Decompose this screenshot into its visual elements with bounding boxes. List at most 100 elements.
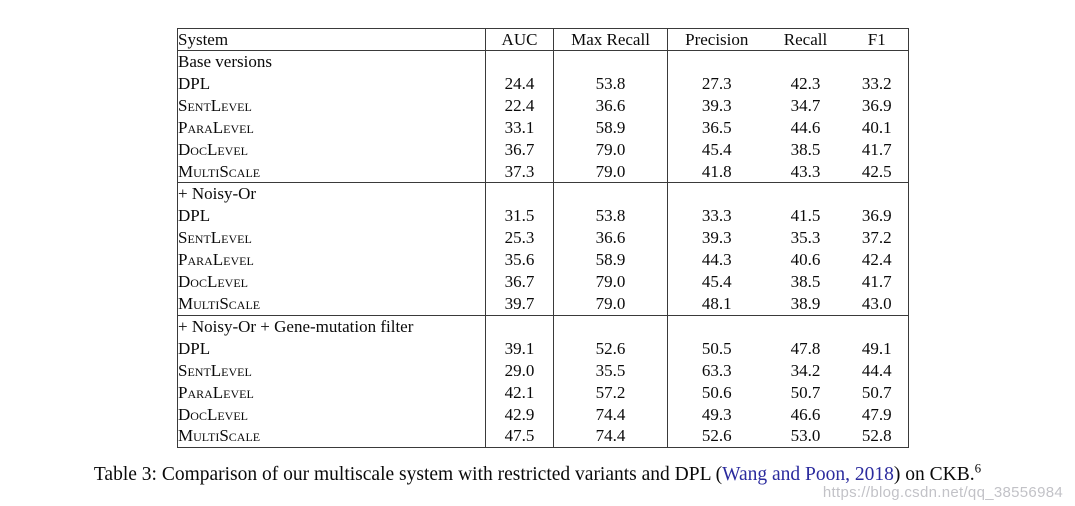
empty-cell [553,182,668,206]
section-title: Base versions [177,49,486,73]
system-name: MultiScale [178,293,261,313]
metric-value: 58.9 [553,116,668,139]
empty-cell [845,314,909,338]
table-row: DPL 31.5 53.8 33.3 41.5 36.9 [178,205,909,228]
table-row: SentLevel 25.3 36.6 39.3 35.3 37.2 [178,227,909,250]
metric-value: 40.1 [861,117,892,137]
metric-value: 34.7 [790,95,821,115]
table-row: DocLevel 42.9 74.4 49.3 46.6 47.9 [178,403,909,426]
metric-value: 36.6 [553,227,668,250]
empty-cell [485,49,554,73]
caption-suffix: ) on CKB. [893,464,975,485]
table-row: SentLevel 22.4 36.6 39.3 34.7 36.9 [178,94,909,117]
metric-value: 44.6 [790,117,821,137]
table-row: ParaLevel 33.1 58.9 36.5 44.6 40.1 [178,116,909,139]
metric-value: 39.3 [667,227,766,250]
col-header-system: System [177,28,486,51]
metric-value: 41.8 [667,160,766,183]
metric-value: 39.3 [667,94,766,117]
metric-value: 46.6 [790,404,821,424]
table-row: ParaLevel 42.1 57.2 50.6 50.7 50.7 [178,381,909,404]
metric-value: 53.8 [553,72,668,95]
metric-value: 38.5 [790,139,821,159]
metric-value: 50.7 [790,382,821,402]
metric-value: 52.8 [861,426,892,446]
column-header-row: System AUC Max Recall Precision Recall F… [177,28,909,51]
system-name: DocLevel [178,404,248,424]
metric-value: 52.6 [553,337,668,360]
metric-value: 38.9 [790,293,821,313]
metric-value: 25.3 [485,227,554,250]
metric-value: 47.8 [790,338,821,358]
col-header-max-recall: Max Recall [553,28,668,51]
metric-value: 43.0 [861,293,892,313]
empty-cell [845,49,909,73]
metric-value: 33.3 [667,205,766,228]
table-row: MultiScale 39.7 79.0 48.1 38.9 43.0 [178,292,909,316]
col-header-f1: F1 [845,28,909,51]
metric-value: 37.2 [861,228,892,248]
system-name: ParaLevel [178,117,254,137]
metric-value: 53.8 [553,205,668,228]
system-name: DPL [178,206,211,226]
caption-prefix: Table 3: Comparison of our multiscale sy… [93,464,723,485]
empty-cell [553,49,668,73]
metric-value: 36.7 [485,138,554,161]
metric-value: 41.7 [861,272,892,292]
table-row: DPL 39.1 52.6 50.5 47.8 49.1 [178,337,909,360]
system-name: SentLevel [178,228,252,248]
metric-value: 47.5 [485,425,554,448]
metric-value: 36.9 [861,206,892,226]
system-name: ParaLevel [178,382,254,402]
metric-value: 79.0 [553,271,668,293]
metric-value: 79.0 [553,138,668,161]
empty-cell [765,314,846,338]
col-header-auc: AUC [485,28,554,51]
metric-value: 37.3 [485,160,554,183]
results-table: System AUC Max Recall Precision Recall F… [177,28,909,449]
empty-cell [667,314,766,338]
metric-value: 44.4 [861,360,892,380]
metric-value: 29.0 [485,359,554,382]
empty-cell [485,314,554,338]
table-row: DocLevel 36.7 79.0 45.4 38.5 41.7 [178,138,909,161]
metric-value: 44.3 [667,249,766,272]
metric-value: 42.9 [485,403,554,426]
footnote-mark: 6 [974,460,982,476]
metric-value: 63.3 [667,359,766,382]
metric-value: 41.5 [790,206,821,226]
system-name: MultiScale [178,161,261,181]
table-row: ParaLevel 35.6 58.9 44.3 40.6 42.4 [178,249,909,272]
metric-value: 33.1 [485,116,554,139]
metric-value: 74.4 [553,425,668,448]
metric-value: 36.6 [553,94,668,117]
metric-value: 31.5 [485,205,554,228]
metric-value: 24.4 [485,72,554,95]
metric-value: 57.2 [553,381,668,404]
metric-value: 45.4 [667,138,766,161]
metric-value: 42.4 [861,250,892,270]
metric-value: 35.3 [790,228,821,248]
section-header-row: + Noisy-Or [177,182,909,206]
empty-cell [667,49,766,73]
metric-value: 79.0 [553,292,668,316]
metric-value: 35.5 [553,359,668,382]
metric-value: 50.6 [667,381,766,404]
empty-cell [667,182,766,206]
table-caption: Table 3: Comparison of our multiscale sy… [0,462,1075,488]
metric-value: 39.1 [485,337,554,360]
table-row: DocLevel 36.7 79.0 45.4 38.5 41.7 [178,271,909,293]
metric-value: 42.5 [861,161,892,181]
section-title: + Noisy-Or + Gene-mutation filter [177,314,486,338]
empty-cell [553,314,668,338]
system-name: SentLevel [178,95,252,115]
citation-link[interactable]: Wang and Poon, 2018 [722,464,894,485]
metric-value: 27.3 [667,72,766,95]
empty-cell [845,182,909,206]
system-name: DocLevel [178,272,248,292]
table-row: MultiScale 47.5 74.4 52.6 53.0 52.8 [178,425,909,448]
system-name: DPL [178,338,211,358]
metric-value: 36.5 [667,116,766,139]
metric-value: 50.7 [861,382,892,402]
